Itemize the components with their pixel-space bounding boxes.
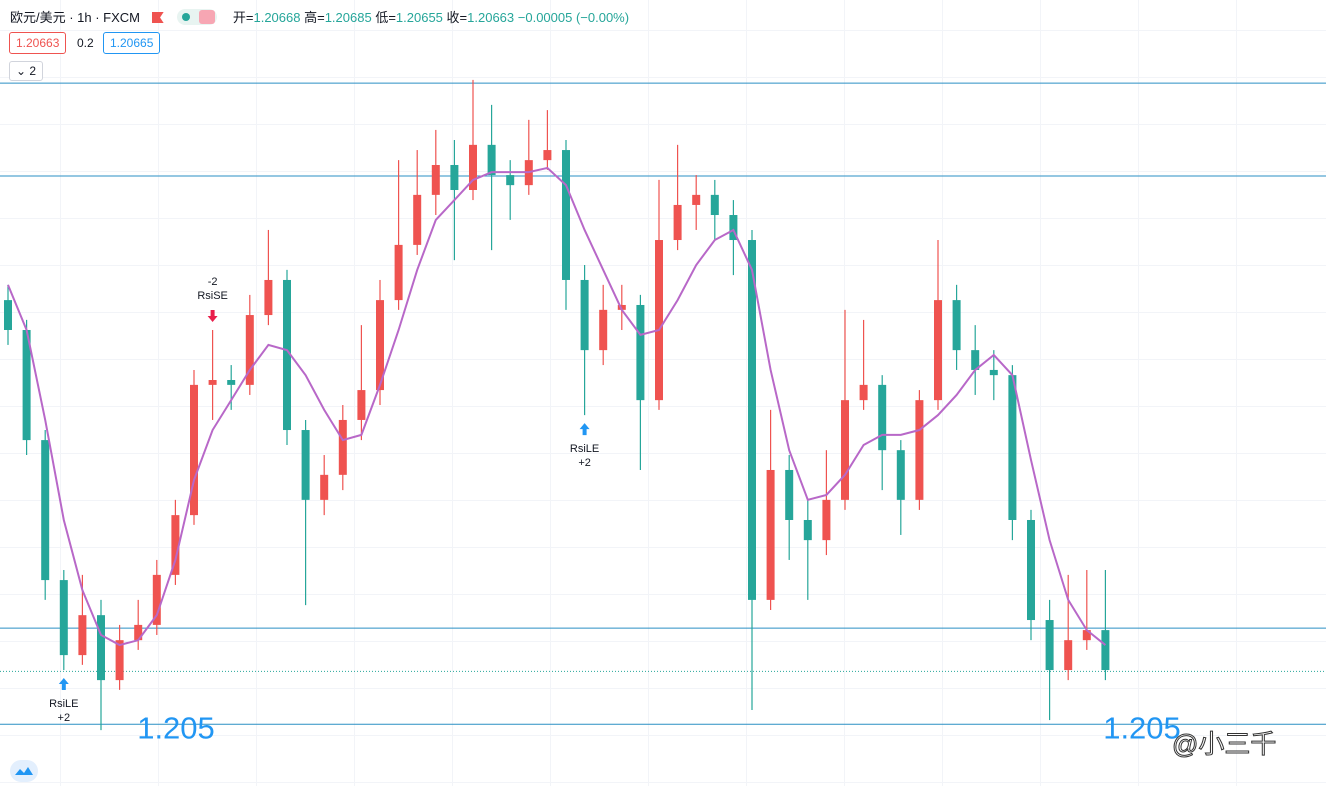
candle-body <box>59 580 68 656</box>
candle-body <box>1008 375 1017 520</box>
candle-body <box>934 300 942 401</box>
sell-button[interactable]: 1.20663 <box>9 32 67 54</box>
collapsed-count: 2 <box>29 64 37 78</box>
candle-body <box>227 380 236 385</box>
signal-name: RsiLE <box>49 698 78 710</box>
candle-body <box>1064 640 1073 671</box>
candle-body <box>729 215 738 241</box>
price-annotation: 1.205 <box>137 710 215 745</box>
candle-body <box>431 164 440 195</box>
candle-body <box>506 175 515 186</box>
candle-body <box>636 304 645 401</box>
watermark: @小三千 <box>1171 729 1277 760</box>
candle-body <box>357 390 366 420</box>
candle-body <box>97 615 105 681</box>
flag[interactable] <box>151 12 164 23</box>
candle-body <box>1027 519 1035 621</box>
candle-body <box>692 194 701 205</box>
change: −0.00005 (−0.00%) <box>517 10 630 25</box>
close-label: 收= <box>446 10 468 25</box>
symbol: 欧元/美元 · 1h · FXCM <box>10 10 141 25</box>
candle-body <box>971 350 980 370</box>
signal-qty: -2 <box>208 276 218 288</box>
signal-arrow <box>579 423 590 436</box>
candle-body <box>562 150 570 280</box>
signal-qty: +2 <box>58 712 71 724</box>
tv-logo[interactable] <box>10 760 38 782</box>
candle-body <box>617 304 626 310</box>
candle-body <box>264 279 273 316</box>
candle-body <box>803 519 812 541</box>
high-value: 1.20685 <box>324 10 372 25</box>
legend-row: 欧元/美元 · 1h · FXCM 开=1.20668 高=1.20685 低=… <box>10 7 629 26</box>
collapse-button[interactable]: ⌄ 2 <box>9 61 44 81</box>
candle-body <box>376 300 384 391</box>
price-annotation: 1.205 <box>1103 710 1181 745</box>
candle-body <box>245 315 254 385</box>
candle-body <box>4 300 12 330</box>
signal-name: RsiLE <box>570 443 599 455</box>
candle-body <box>22 329 31 441</box>
buy-button[interactable]: 1.20665 <box>103 32 161 54</box>
candle-body <box>1101 630 1110 671</box>
signal-arrow <box>207 309 218 322</box>
market-status[interactable] <box>177 9 218 25</box>
candle-body <box>469 144 477 191</box>
candle-body <box>208 380 217 385</box>
candle-body <box>673 204 682 241</box>
candle-body <box>878 384 887 451</box>
candle-body <box>896 450 905 500</box>
candle-body <box>859 384 868 401</box>
candle-body <box>543 150 552 161</box>
candle-body <box>171 515 180 575</box>
candle-body <box>338 419 347 475</box>
candle-body <box>822 499 831 541</box>
candle-body <box>748 240 756 600</box>
spread: 0.2 <box>77 36 94 50</box>
candle-body <box>320 474 329 500</box>
low-value: 1.20655 <box>395 10 443 25</box>
candle-body <box>989 369 998 376</box>
candle-body <box>1045 620 1054 671</box>
candle-body <box>41 440 50 581</box>
candle-body <box>301 430 310 500</box>
ma-line <box>7 166 1107 647</box>
signal-qty: +2 <box>578 457 591 469</box>
candle-body <box>115 640 124 681</box>
signal-arrow <box>58 678 69 691</box>
candle-body <box>841 400 849 500</box>
candle-body <box>1082 630 1091 641</box>
candle-body <box>580 279 589 351</box>
open-label: 开= <box>232 10 254 25</box>
candle-body <box>413 194 422 245</box>
candle-body <box>710 194 719 216</box>
candle-body <box>599 309 608 351</box>
candle-body <box>394 244 403 301</box>
signal-name: RsiSE <box>197 290 228 302</box>
candle-body <box>450 164 459 191</box>
candle-body <box>134 624 143 641</box>
candle-body <box>78 615 87 656</box>
candle-body <box>283 279 291 431</box>
high-label: 高= <box>304 10 325 25</box>
candle-body <box>785 469 794 520</box>
low-label: 低= <box>375 10 396 25</box>
candle-body <box>152 574 161 625</box>
candle-body <box>655 240 663 401</box>
open-value: 1.20668 <box>253 10 301 25</box>
candle-body <box>487 144 496 176</box>
candle-body <box>915 400 924 500</box>
close-value: 1.20663 <box>467 10 515 25</box>
candle-body <box>190 384 198 516</box>
candle-body <box>952 300 961 351</box>
candle-body <box>766 469 775 600</box>
